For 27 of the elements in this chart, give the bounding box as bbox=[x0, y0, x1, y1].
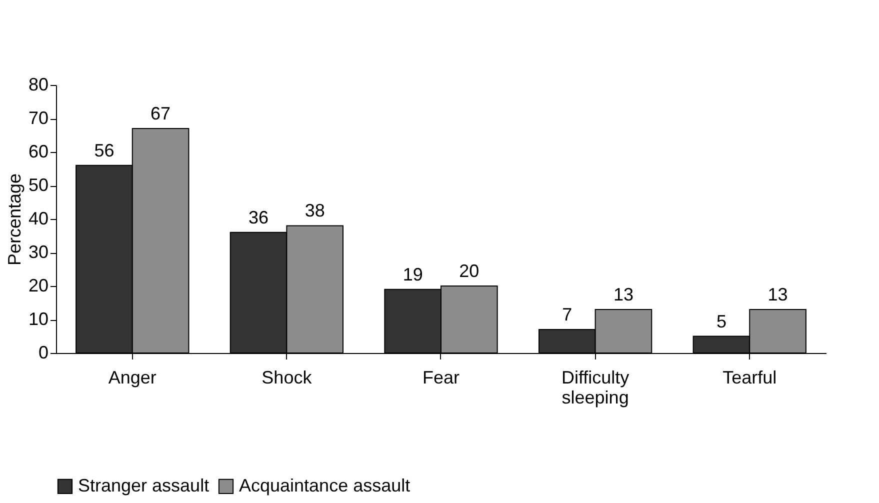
data-label: 5 bbox=[716, 311, 726, 332]
y-tick-label: 80 bbox=[28, 74, 48, 94]
data-label: 38 bbox=[304, 200, 325, 221]
y-tick-label: 20 bbox=[28, 276, 48, 296]
y-tick-label: 50 bbox=[28, 175, 48, 195]
x-tick-label: Fear bbox=[422, 368, 460, 388]
y-axis-title: Percentage bbox=[4, 173, 24, 266]
y-tick-label: 60 bbox=[28, 142, 48, 162]
data-label: 13 bbox=[768, 284, 788, 304]
x-tick-label: Anger bbox=[108, 368, 156, 388]
data-label: 67 bbox=[150, 104, 171, 124]
x-tick-label: Difficulty sleeping bbox=[561, 368, 630, 408]
y-tick-label: 70 bbox=[28, 108, 48, 128]
y-tick-label: 10 bbox=[28, 309, 48, 329]
y-tick-label: 30 bbox=[28, 242, 48, 262]
data-label: 56 bbox=[94, 140, 114, 160]
x-tick-label: Tearful bbox=[722, 368, 777, 388]
y-tick-label: 0 bbox=[38, 342, 48, 362]
data-label: 13 bbox=[613, 284, 634, 304]
data-label: 36 bbox=[248, 207, 269, 228]
data-label: 20 bbox=[459, 261, 480, 281]
y-tick-label: 40 bbox=[28, 208, 48, 228]
x-tick-label: Shock bbox=[262, 368, 313, 388]
data-label: 7 bbox=[562, 304, 572, 325]
legend-label: Acquaintance assault bbox=[239, 475, 410, 496]
legend-label: Stranger assault bbox=[78, 475, 210, 496]
data-label: 19 bbox=[402, 264, 423, 284]
